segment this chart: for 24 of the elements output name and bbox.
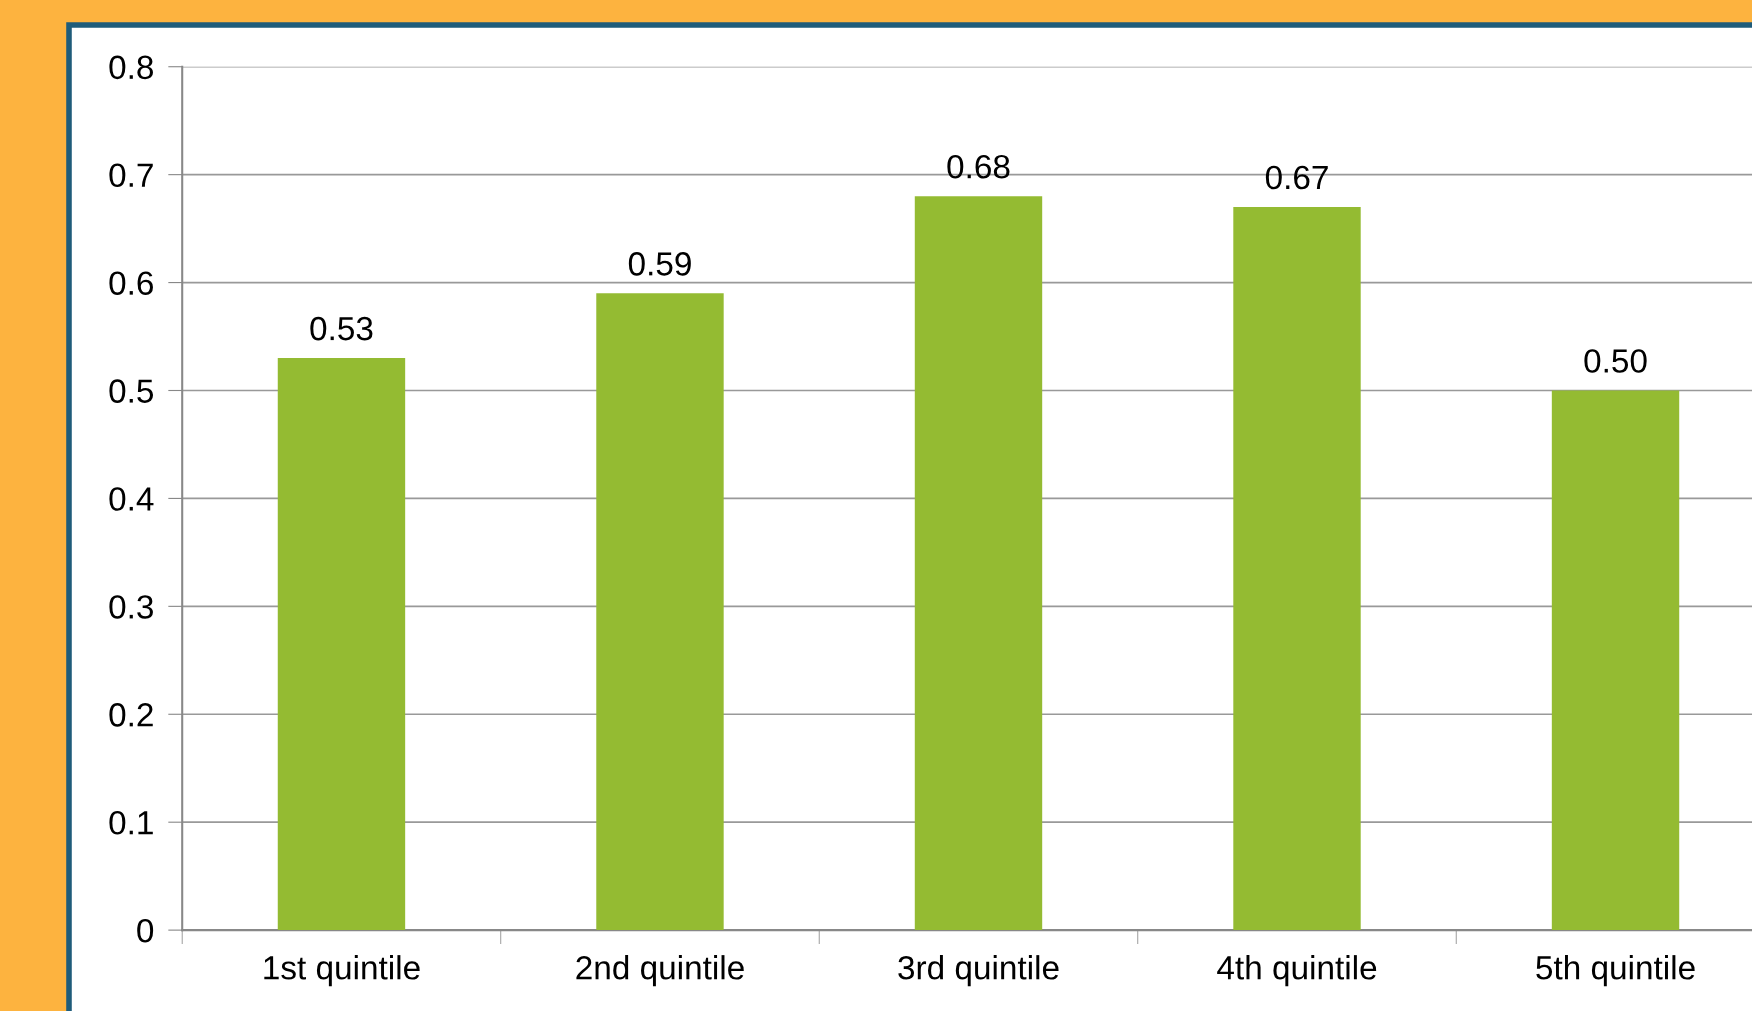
bar: [1551, 390, 1680, 931]
y-tick-label: 0.6: [109, 271, 153, 295]
x-tick-label: 1st quintile: [264, 955, 420, 987]
y-tick-label: 0.3: [109, 595, 153, 619]
y-tick-label: 0: [137, 918, 154, 943]
x-tick-label: 4th quintile: [1217, 955, 1377, 987]
data-label: 0.67: [1265, 165, 1328, 190]
y-tick-label: 0.5: [109, 379, 154, 403]
y-tick-label: 0.7: [109, 163, 153, 188]
data-label: 0.53: [310, 316, 373, 341]
data-label: 0.68: [947, 154, 1010, 179]
bar: [596, 293, 724, 931]
bar: [1233, 207, 1361, 931]
bar: [914, 196, 1043, 931]
data-label: 0.50: [1584, 349, 1647, 373]
y-tick-label: 0.4: [109, 487, 154, 511]
x-tick-label: 3rd quintile: [898, 955, 1059, 987]
y-tick-label: 0.1: [109, 811, 153, 835]
x-tick-label: 5th quintile: [1536, 955, 1695, 987]
bar: [277, 358, 406, 931]
data-label: 0.59: [628, 252, 691, 276]
x-tick-label: 2nd quintile: [576, 955, 744, 987]
y-tick-label: 0.2: [109, 703, 153, 727]
y-tick-label: 0.8: [109, 55, 153, 80]
